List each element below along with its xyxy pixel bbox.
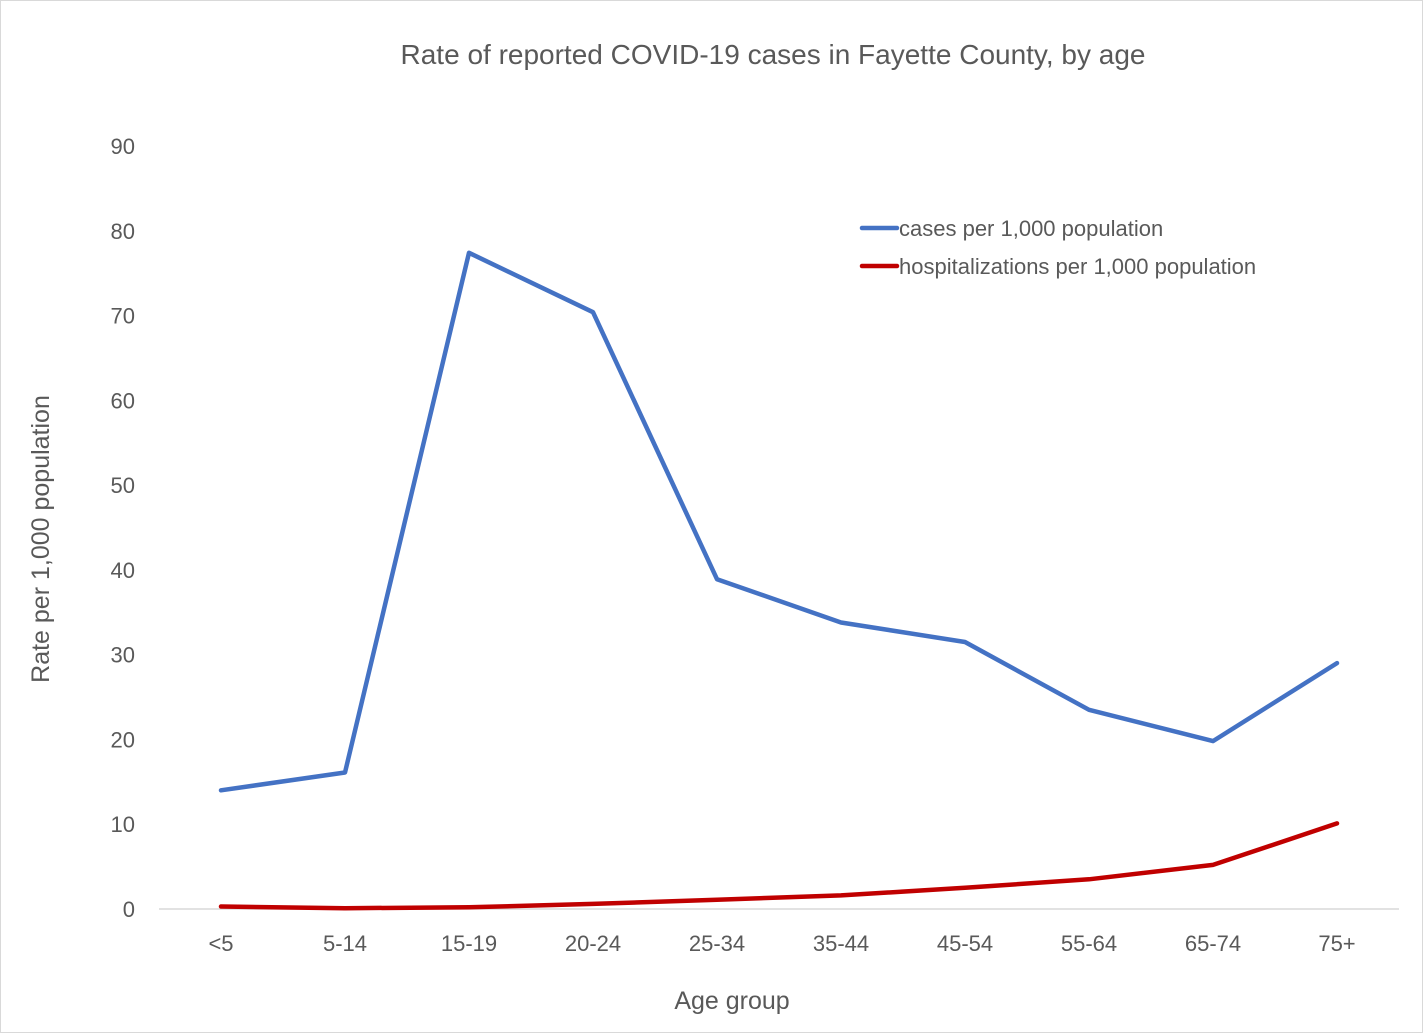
y-tick-label: 80	[111, 219, 135, 244]
series-line-hospitalizations	[218, 821, 1340, 911]
x-tick-label: 35-44	[813, 931, 869, 956]
legend-label: hospitalizations per 1,000 population	[899, 254, 1256, 279]
x-axis-ticks: <5 5-14 15-19 20-24 25-34 35-44 45-54 55-64 65-7…	[208, 931, 1355, 956]
series-line-cases	[218, 250, 1340, 793]
y-tick-label: 70	[111, 304, 135, 329]
y-tick-label: 50	[111, 473, 135, 498]
y-axis-title: Rate per 1,000 population	[27, 395, 55, 683]
x-tick-label: 20-24	[565, 931, 621, 956]
x-axis-title: Age group	[674, 987, 789, 1015]
x-tick-label: 55-64	[1061, 931, 1117, 956]
x-tick-label: <5	[208, 931, 233, 956]
y-tick-label: 60	[111, 388, 135, 413]
x-tick-label: 15-19	[441, 931, 497, 956]
y-tick-label: 30	[111, 643, 135, 668]
x-tick-label: 5-14	[323, 931, 367, 956]
x-tick-label: 45-54	[937, 931, 993, 956]
x-tick-label: 75+	[1318, 931, 1355, 956]
series-layer	[218, 250, 1340, 911]
y-tick-label: 20	[111, 727, 135, 752]
y-tick-label: 0	[123, 897, 135, 922]
legend-label: cases per 1,000 population	[899, 216, 1163, 241]
chart-title: Rate of reported COVID-19 cases in Fayet…	[401, 39, 1146, 70]
y-axis-ticks: 0 10 20 30 40 50 60 70 80 90	[111, 134, 135, 922]
y-tick-label: 10	[111, 812, 135, 837]
x-tick-label: 65-74	[1185, 931, 1241, 956]
y-tick-label: 90	[111, 134, 135, 159]
x-tick-label: 25-34	[689, 931, 745, 956]
y-tick-label: 40	[111, 558, 135, 583]
legend: cases per 1,000 population hospitalizatio…	[859, 216, 1256, 279]
